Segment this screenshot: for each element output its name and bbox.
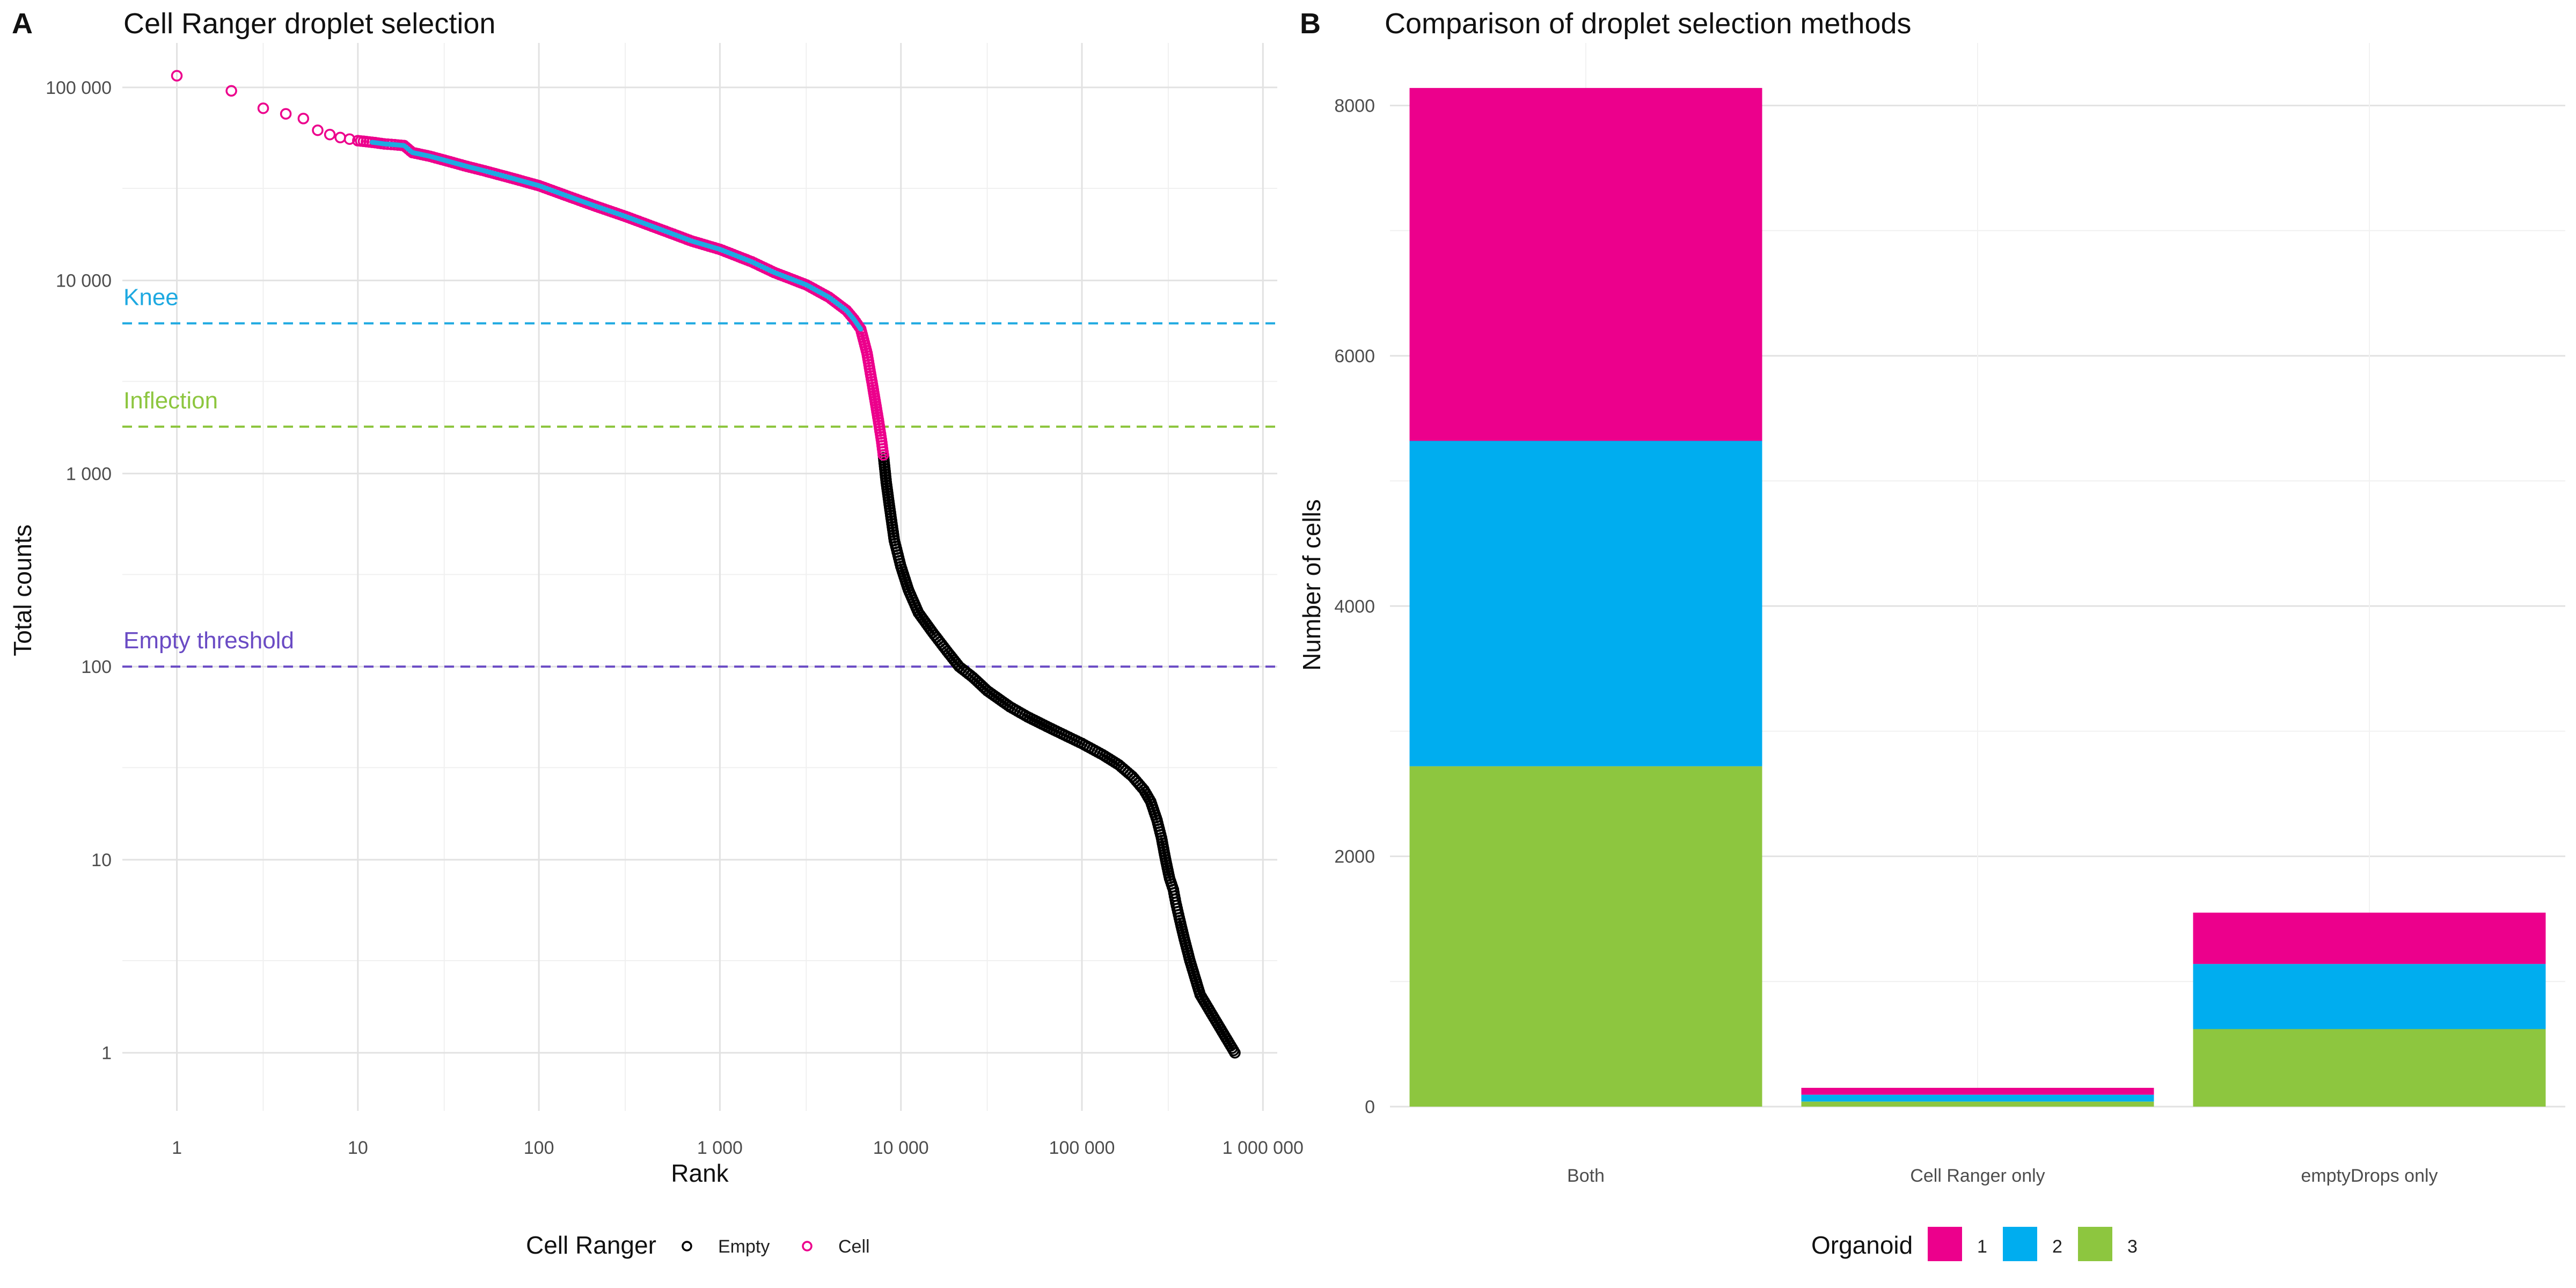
x-tick-label: 10	[348, 1138, 368, 1158]
y-tick-label: 1	[101, 1043, 112, 1064]
panel-a-grid	[122, 43, 1277, 1111]
bar-cell-ranger-only-organoid-3	[1801, 1101, 2154, 1107]
y-tick-label: 8000	[1334, 96, 1375, 116]
legend-organoid-2-label: 2	[2052, 1236, 2062, 1257]
panel-a-reference-lines: Knee Inflection Empty threshold	[122, 284, 1277, 668]
panel-b-bars	[1409, 87, 2546, 1107]
cell-point	[225, 85, 237, 97]
bar-cell-ranger-only-organoid-1	[1801, 1088, 2154, 1095]
cell-point	[324, 128, 336, 141]
y-tick-label: 6000	[1334, 346, 1375, 367]
legend-cell-marker	[802, 1241, 813, 1252]
legend-empty-marker	[682, 1241, 692, 1252]
legend-organoid-2-swatch	[2003, 1227, 2037, 1261]
cell-point	[877, 449, 889, 461]
reference-label-inflection: Inflection	[123, 387, 218, 414]
panel-b-tag: B	[1300, 8, 1321, 40]
panel-a-points	[171, 70, 1241, 1059]
bar-both-organoid-3	[1409, 766, 1762, 1107]
y-tick-label: 2000	[1334, 847, 1375, 867]
reference-label-empty-threshold: Empty threshold	[123, 627, 294, 654]
panel-b-legend: Organoid 1 2 3	[1811, 1227, 2138, 1261]
panel-a-x-ticks: 1 10 100 1 000 10 000 100 000 1 000 000	[172, 1138, 1304, 1158]
bar-both-organoid-1	[1409, 87, 1762, 441]
panel-a-legend-title: Cell Ranger	[526, 1231, 656, 1259]
cell-point	[171, 70, 183, 82]
reference-label-knee: Knee	[123, 284, 179, 310]
panel-b-x-ticks: Both Cell Ranger only emptyDrops only	[1567, 1166, 2438, 1186]
x-tick-label: 100 000	[1049, 1138, 1115, 1158]
bar-emptydrops-only-organoid-1	[2193, 912, 2546, 964]
legend-organoid-3-swatch	[2078, 1227, 2112, 1261]
x-tick-label: 1	[172, 1138, 182, 1158]
cell-curve-fill	[370, 140, 863, 332]
panel-a-legend: Cell Ranger Empty Cell	[526, 1231, 870, 1259]
y-tick-label: 100	[81, 657, 112, 677]
panel-a-tag: A	[12, 8, 33, 40]
x-tick-label: Both	[1567, 1166, 1605, 1186]
legend-organoid-1-swatch	[1928, 1227, 1962, 1261]
y-tick-label: 1 000	[66, 464, 112, 484]
panel-a-y-axis-title: Total counts	[9, 524, 36, 656]
empty-point	[1229, 1046, 1241, 1059]
panel-a-y-ticks: 1 10 100 1 000 10 000 100 000	[46, 78, 112, 1064]
cell-point	[280, 108, 292, 120]
bar-emptydrops-only-organoid-3	[2193, 1029, 2546, 1107]
x-tick-label: 1 000 000	[1223, 1138, 1304, 1158]
x-tick-label: 100	[524, 1138, 554, 1158]
panel-b-bar: B Comparison of droplet selection method…	[1298, 8, 2565, 1261]
y-tick-label: 10 000	[56, 271, 112, 291]
panel-a-x-axis-title: Rank	[671, 1159, 729, 1187]
y-tick-label: 10	[91, 850, 112, 870]
bar-emptydrops-only-organoid-2	[2193, 964, 2546, 1029]
panel-a-title: Cell Ranger droplet selection	[123, 8, 495, 40]
panel-a-scatter: A Cell Ranger droplet selection Knee Infl…	[9, 8, 1304, 1259]
x-tick-label: 1 000	[697, 1138, 743, 1158]
cell-point	[334, 131, 346, 144]
y-tick-label: 4000	[1334, 596, 1375, 617]
legend-organoid-3-label: 3	[2127, 1236, 2138, 1257]
panel-b-y-axis-title: Number of cells	[1298, 499, 1326, 671]
cell-point	[257, 102, 269, 114]
x-tick-label: emptyDrops only	[2301, 1166, 2438, 1186]
cell-point	[297, 113, 310, 125]
cell-point	[343, 133, 356, 145]
legend-empty-label: Empty	[718, 1236, 770, 1257]
y-tick-label: 0	[1365, 1097, 1375, 1117]
bar-both-organoid-2	[1409, 441, 1762, 766]
panel-b-title: Comparison of droplet selection methods	[1385, 8, 1912, 40]
bar-cell-ranger-only-organoid-2	[1801, 1094, 2154, 1102]
panel-b-y-ticks: 0 2000 4000 6000 8000	[1334, 96, 1375, 1117]
legend-organoid-1-label: 1	[1977, 1236, 1987, 1257]
x-tick-label: 10 000	[873, 1138, 929, 1158]
legend-cell-label: Cell	[838, 1236, 870, 1257]
x-tick-label: Cell Ranger only	[1910, 1166, 2045, 1186]
cell-point	[312, 124, 324, 136]
panel-b-legend-title: Organoid	[1811, 1231, 1913, 1259]
y-tick-label: 100 000	[46, 78, 112, 98]
